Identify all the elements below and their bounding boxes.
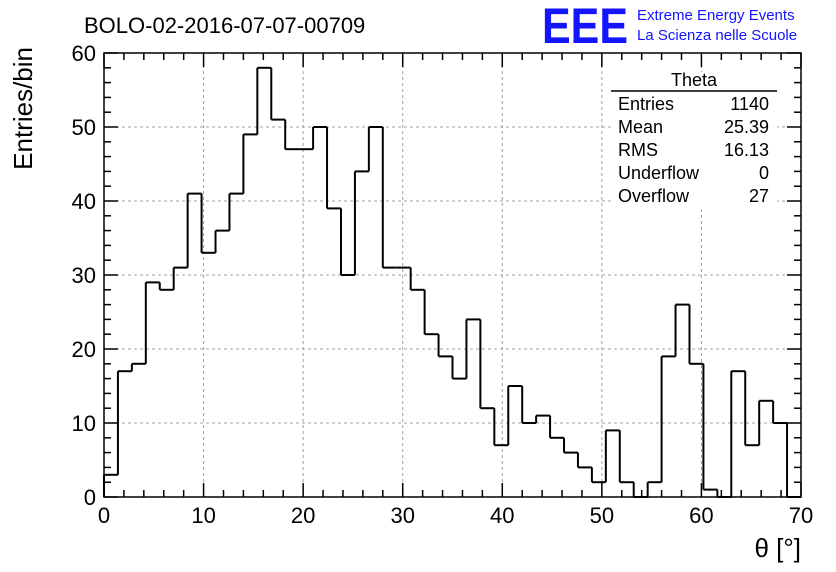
stats-value: 1140 (730, 94, 769, 114)
y-tick-label: 50 (72, 115, 96, 140)
histogram-bin (186, 192, 202, 268)
logo-line-1: Extreme Energy Events (637, 7, 795, 24)
x-tick-label: 40 (490, 503, 514, 528)
histogram-bin (590, 467, 606, 484)
histogram-bin (674, 303, 690, 357)
stats-name: Theta (671, 70, 718, 90)
histogram-bin (353, 170, 369, 275)
histogram-bin (284, 119, 300, 151)
eee-logo: EEE Extreme Energy Events La Scienza nel… (542, 0, 797, 54)
x-tick-label: 50 (590, 503, 614, 528)
x-tick-label: 10 (191, 503, 215, 528)
histogram-bin (339, 208, 355, 276)
histogram-bin (618, 430, 634, 484)
logo-text: EEE (542, 0, 628, 54)
histogram-bin (214, 229, 230, 253)
y-tick-label: 0 (84, 485, 96, 510)
histogram-bin (437, 334, 453, 358)
axes: 0 10 20 30 40 50 60 70 0 10 20 30 40 50 60 (72, 41, 814, 528)
x-tick-label: 70 (789, 503, 813, 528)
histogram-bin (381, 127, 397, 269)
stats-label: Entries (618, 94, 674, 114)
logo-line-2: La Scienza nelle Scuole (637, 27, 797, 44)
histogram-bin (549, 415, 565, 439)
x-tick-label: 0 (98, 503, 110, 528)
stats-value: 0 (759, 163, 769, 183)
y-tick-label: 30 (72, 263, 96, 288)
stats-value: 25.39 (724, 117, 769, 137)
stats-label: Overflow (618, 186, 690, 206)
histogram-bin (242, 133, 258, 194)
histogram-bin (158, 282, 174, 291)
y-axis-title: Entries/bin (8, 47, 38, 170)
histogram-bin (576, 452, 592, 469)
stats-value: 16.13 (724, 140, 769, 160)
stats-value: 27 (749, 186, 769, 206)
histogram-bin (312, 126, 328, 150)
histogram-bin (660, 355, 676, 483)
histogram-bin (451, 356, 467, 380)
histogram-bin (563, 437, 578, 454)
histogram-bin (688, 304, 704, 365)
histogram-bin (521, 386, 537, 424)
histogram-bin (493, 408, 509, 447)
histogram-bin (270, 67, 286, 121)
histogram-bin (535, 414, 551, 423)
histogram-bin (604, 429, 620, 483)
x-tick-label: 20 (291, 503, 315, 528)
histogram-bin (326, 127, 341, 210)
histogram-bin (507, 385, 523, 446)
histogram-bars (103, 66, 801, 498)
histogram-bin (172, 266, 188, 290)
stats-rows: Entries 1140 Mean 25.39 RMS 16.13 Underflow 0 Ov… (618, 94, 769, 206)
x-tick-label: 30 (390, 503, 414, 528)
x-axis-title: θ [°] (754, 533, 801, 563)
histogram-bin (646, 481, 662, 497)
histogram-bin (758, 399, 774, 446)
histogram-bin (228, 192, 244, 231)
y-tick-label: 60 (72, 41, 96, 66)
histogram-bin (772, 400, 788, 424)
y-tick-label: 10 (72, 411, 96, 436)
stats-box: Theta Entries 1140 Mean 25.39 RMS 16.13 Underf… (611, 70, 777, 210)
histogram-bin (367, 126, 383, 172)
histogram-bin (200, 193, 216, 254)
histogram-bin (256, 66, 272, 135)
histogram-bin (479, 319, 495, 410)
histogram-bin (744, 371, 760, 447)
stats-label: Mean (618, 117, 663, 137)
stats-label: RMS (618, 140, 658, 160)
chart-title: BOLO-02-2016-07-07-00709 (84, 13, 365, 38)
histogram-bin (144, 281, 160, 364)
stats-label: Underflow (618, 163, 700, 183)
histogram-bin (130, 362, 146, 372)
histogram-bin (423, 289, 439, 336)
stats-box-background (611, 72, 777, 210)
x-tick-label: 60 (689, 503, 713, 528)
histogram-bin (465, 318, 481, 379)
y-tick-label: 20 (72, 337, 96, 362)
histogram-bin (730, 370, 746, 497)
histogram-bin (702, 363, 718, 491)
y-tick-label: 40 (72, 189, 96, 214)
histogram-bin (409, 267, 425, 291)
